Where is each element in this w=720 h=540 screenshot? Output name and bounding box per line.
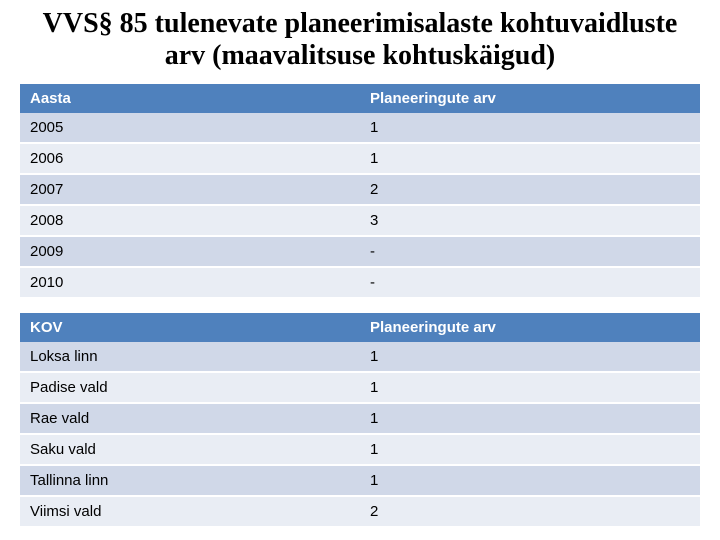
table-cell: Padise vald bbox=[20, 372, 360, 403]
table-row: Tallinna linn 1 bbox=[20, 465, 700, 496]
table-cell: 2006 bbox=[20, 143, 360, 174]
table-cell: - bbox=[360, 236, 700, 267]
table-years: Aasta Planeeringute arv 2005 1 2006 1 20… bbox=[20, 84, 700, 299]
table-cell: Loksa linn bbox=[20, 342, 360, 372]
table-header-cell: KOV bbox=[20, 313, 360, 342]
table-row: 2009 - bbox=[20, 236, 700, 267]
table-row: Saku vald 1 bbox=[20, 434, 700, 465]
table-cell: 1 bbox=[360, 465, 700, 496]
table-cell: 2008 bbox=[20, 205, 360, 236]
table-row: 2006 1 bbox=[20, 143, 700, 174]
table-cell: 2 bbox=[360, 496, 700, 527]
table-cell: 2009 bbox=[20, 236, 360, 267]
table-cell: 2007 bbox=[20, 174, 360, 205]
table-cell: 1 bbox=[360, 434, 700, 465]
table-cell: Saku vald bbox=[20, 434, 360, 465]
slide-title: VVS§ 85 tulenevate planeerimisalaste koh… bbox=[20, 8, 700, 72]
table-cell: Viimsi vald bbox=[20, 496, 360, 527]
table-header-cell: Planeeringute arv bbox=[360, 313, 700, 342]
table-row: 2008 3 bbox=[20, 205, 700, 236]
table-row: Rae vald 1 bbox=[20, 403, 700, 434]
table-cell: 2 bbox=[360, 174, 700, 205]
table-cell: - bbox=[360, 267, 700, 298]
table-header-cell: Planeeringute arv bbox=[360, 84, 700, 113]
table-cell: 1 bbox=[360, 143, 700, 174]
table-row: Padise vald 1 bbox=[20, 372, 700, 403]
table-row: 2010 - bbox=[20, 267, 700, 298]
slide-container: VVS§ 85 tulenevate planeerimisalaste koh… bbox=[0, 0, 720, 540]
table-cell: Rae vald bbox=[20, 403, 360, 434]
table-row: Viimsi vald 2 bbox=[20, 496, 700, 527]
table-header-cell: Aasta bbox=[20, 84, 360, 113]
table-cell: 1 bbox=[360, 342, 700, 372]
table-kov: KOV Planeeringute arv Loksa linn 1 Padis… bbox=[20, 313, 700, 528]
table-cell: 1 bbox=[360, 403, 700, 434]
table-cell: 1 bbox=[360, 113, 700, 143]
table-cell: 1 bbox=[360, 372, 700, 403]
table-cell: 2010 bbox=[20, 267, 360, 298]
table-header-row: KOV Planeeringute arv bbox=[20, 313, 700, 342]
table-cell: Tallinna linn bbox=[20, 465, 360, 496]
table-cell: 3 bbox=[360, 205, 700, 236]
table-row: 2005 1 bbox=[20, 113, 700, 143]
table-cell: 2005 bbox=[20, 113, 360, 143]
table-header-row: Aasta Planeeringute arv bbox=[20, 84, 700, 113]
table-row: Loksa linn 1 bbox=[20, 342, 700, 372]
table-row: 2007 2 bbox=[20, 174, 700, 205]
